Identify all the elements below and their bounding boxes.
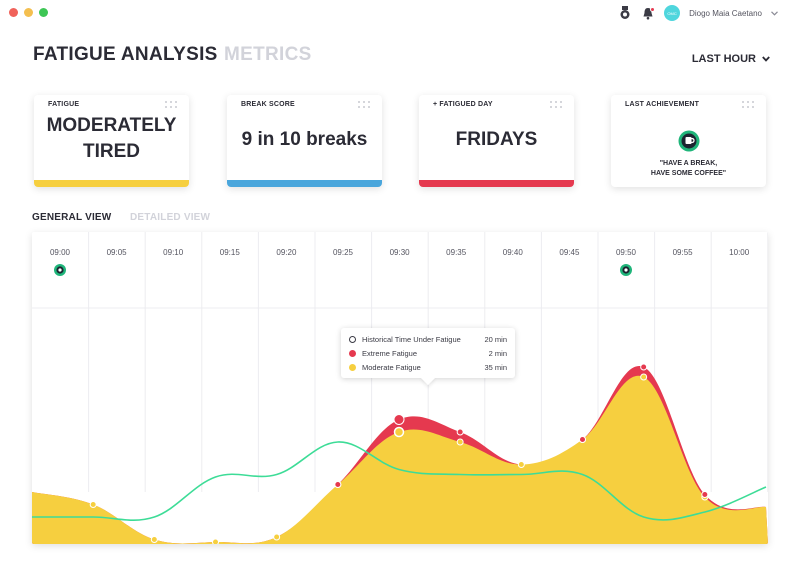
tooltip-value: 2 min [488,348,507,358]
card-label: FATIGUE [48,101,80,108]
drag-handle-icon[interactable] [165,101,179,109]
x-tick-label: 09:55 [673,248,694,257]
fatigue-card[interactable]: FATIGUE MODERATELY TIRED [34,95,189,187]
tooltip-label: Moderate Fatigue [362,362,421,372]
tooltip-legend-dot [349,363,356,371]
x-tick-label: 09:00 [50,248,71,257]
username[interactable]: Diogo Maia Caetano [689,8,762,18]
moderate-data-point [456,438,464,446]
tooltip-label: Extreme Fatigue [362,348,418,358]
moderate-data-point [89,501,97,508]
fatigue-chart: 09:00 09:05 09:10 09:15 09:20 09:25 09:30 09:35… [32,232,768,544]
moderate-data-point [212,538,219,544]
x-tick-label: 09:40 [503,248,524,257]
extreme-data-point [456,428,464,436]
card-value: FRIDAYS [455,129,538,150]
x-tick-label: 09:30 [390,248,411,257]
page-title: FATIGUE ANALYSIS [33,44,218,65]
x-tick-label: 09:15 [220,248,241,257]
tab-general-view[interactable]: GENERAL VIEW [32,212,112,223]
card-color-bar [34,180,189,187]
tooltip-value: 20 min [484,334,507,344]
extreme-data-point [393,414,405,425]
chevron-down-icon [762,56,770,62]
tooltip-value: 35 min [484,362,507,372]
card-value: MODERATELY [46,115,177,136]
tooltip-row: Historical Time Under Fatigue 20 min [349,332,507,346]
x-tick-label: 09:35 [446,248,467,257]
chart-tooltip: Historical Time Under Fatigue 20 min Ext… [341,328,515,386]
minimize-window-button[interactable] [24,8,33,17]
achievement-marker-icon [624,268,628,272]
x-tick-label: 09:05 [107,248,128,257]
medal-icon[interactable] [618,6,632,20]
moderate-fatigue-area [32,375,768,544]
tooltip-legend-dot [349,335,356,343]
notification-badge [650,7,656,12]
extreme-data-point [701,491,709,498]
achievement-text: "HAVE A BREAK, HAVE SOME COFFEE" [611,159,766,179]
x-tick-label: 09:20 [276,248,297,257]
fatigued-day-card[interactable]: + FATIGUED DAY FRIDAYS [419,95,574,187]
break-score-card[interactable]: BREAK SCORE 9 in 10 breaks [227,95,382,187]
card-color-bar [227,180,382,187]
x-tick-label: 09:10 [163,248,184,257]
moderate-data-point [640,373,648,381]
x-tick-label: 09:45 [559,248,580,257]
chevron-down-icon[interactable] [771,10,778,16]
moderate-data-point [273,533,281,541]
card-label: BREAK SCORE [241,101,295,108]
drag-handle-icon[interactable] [358,101,372,109]
extreme-data-point [579,436,586,443]
achievement-card[interactable]: LAST ACHIEVEMENT "HAVE A BREAK, HAVE SOM… [611,95,766,187]
moderate-data-point [517,461,525,468]
bell-icon[interactable] [641,6,656,20]
coffee-badge-icon [678,130,699,152]
close-window-button[interactable] [9,8,18,17]
extreme-data-point [334,481,342,488]
x-tick-label: 10:00 [729,248,750,257]
moderate-data-point [150,536,158,543]
achievement-marker-icon [58,268,62,272]
user-toolbar: OMC Diogo Maia Caetano [618,4,778,22]
period-selector[interactable]: LAST HOUR [692,53,770,65]
maximize-window-button[interactable] [39,8,48,17]
fatigue-chart-svg: 09:00 09:05 09:10 09:15 09:20 09:25 09:30 09:35… [32,232,768,544]
tab-metrics[interactable]: METRICS [224,44,312,65]
card-color-bar [419,180,574,187]
extreme-data-point [640,363,648,371]
card-label: + FATIGUED DAY [433,101,493,108]
card-value: TIRED [83,141,140,162]
tooltip-legend-dot [349,349,356,357]
tooltip-label: Historical Time Under Fatigue [362,334,461,344]
achievement-line-1: "HAVE A BREAK, [659,160,718,167]
drag-handle-icon[interactable] [550,101,564,109]
card-value: 9 in 10 breaks [241,129,368,150]
window-controls [9,8,48,17]
drag-handle-icon[interactable] [742,101,756,109]
avatar[interactable]: OMC [664,5,681,21]
tab-detailed-view[interactable]: DETAILED VIEW [130,212,211,223]
x-tick-label: 09:50 [616,248,637,257]
x-tick-label: 09:25 [333,248,354,257]
tooltip-row: Extreme Fatigue 2 min [349,346,507,360]
historical-fatigue-line [32,441,767,521]
achievement-line-2: HAVE SOME COFFEE" [650,170,727,177]
selected-data-point [393,426,405,438]
tooltip-row: Moderate Fatigue 35 min [349,360,507,374]
card-label: LAST ACHIEVEMENT [625,101,700,108]
period-label: LAST HOUR [691,53,756,65]
